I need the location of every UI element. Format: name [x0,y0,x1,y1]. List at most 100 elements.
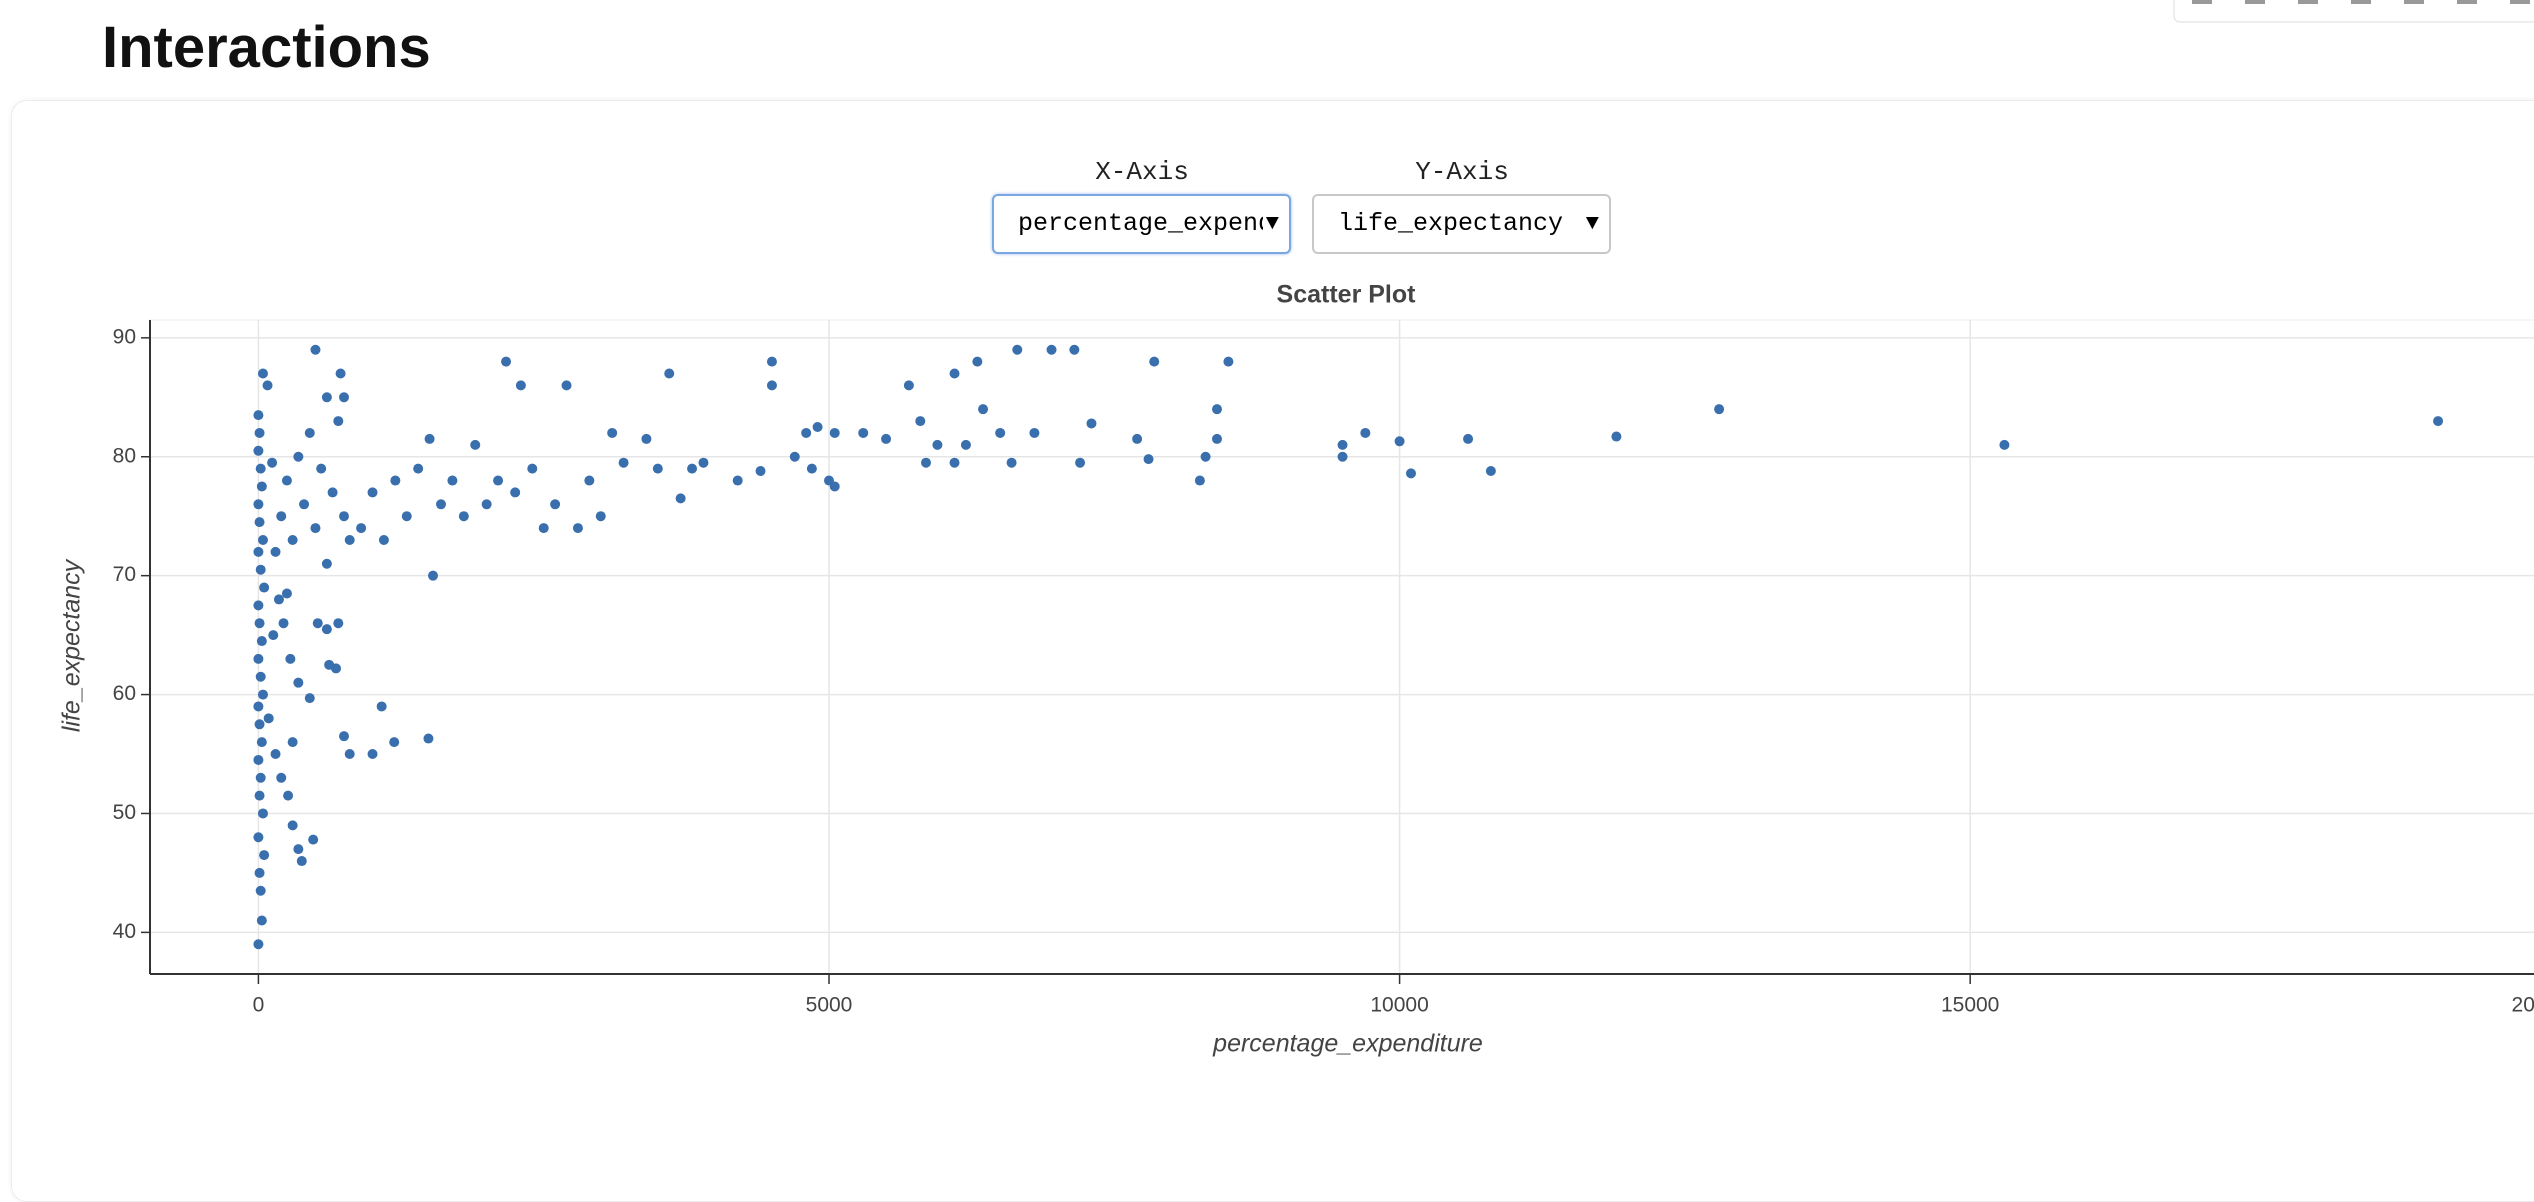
point [299,499,310,510]
point [273,594,284,605]
point [270,546,281,557]
point [1406,468,1416,479]
point [310,344,321,355]
point [401,511,412,522]
point [436,499,446,510]
point [293,677,304,688]
point [1212,404,1222,415]
point [333,618,344,629]
arrow: ▼ [1585,211,1599,236]
point [333,416,344,427]
point [641,433,652,444]
point [304,427,315,438]
point [253,445,264,456]
point [1337,439,1348,450]
x-tick-label: 0 [253,994,265,1017]
point [447,475,458,486]
point [915,416,926,427]
point [949,368,960,379]
point [255,671,266,682]
point [310,523,321,534]
x-axis-label: X-Axis [1095,157,1189,187]
point [1200,451,1211,462]
point [254,618,265,629]
x-axis-select[interactable]: percentage_expenditure▼ [992,194,1291,254]
point [276,772,287,783]
x-axis-title: percentage_expenditure [1212,1030,1483,1058]
point [732,475,743,486]
point [1069,344,1080,355]
point [1999,439,2010,450]
point [829,481,840,492]
point [789,451,800,462]
point [356,523,367,534]
point [257,368,268,379]
y-tick-label: 80 [113,444,136,467]
point [470,439,481,450]
point [1006,457,1017,468]
point [1132,433,1143,444]
point [389,737,400,748]
point [253,754,264,765]
point [253,653,264,664]
point [256,481,267,492]
point [254,867,265,878]
point [829,427,840,438]
point [287,737,298,748]
point [262,380,273,391]
point [339,511,349,522]
point [367,487,378,498]
point [652,463,663,474]
select-value: percentage_expenditure [1018,209,1263,238]
tool-icon[interactable] [2510,0,2530,4]
point [595,511,606,522]
point [858,427,869,438]
arrow: ▼ [1265,211,1279,236]
y-axis-label: Y-Axis [1415,157,1509,187]
point [698,457,709,468]
tool-icon[interactable] [2298,0,2318,4]
point [1075,457,1086,468]
point [257,689,268,700]
tool-icon[interactable] [2245,0,2265,4]
chart-title: Scatter Plot [1277,281,1417,309]
point [1212,433,1222,444]
point [281,588,292,599]
point [812,422,823,433]
tool-icon[interactable] [2351,0,2371,4]
point [607,427,618,438]
point [972,356,983,367]
point [257,534,268,545]
point [1194,475,1205,486]
point [281,475,292,486]
page: Interactions X-Axis Y-Axis percentage_ex… [11,0,2534,1202]
point [259,850,270,861]
point [253,939,264,950]
point [259,582,270,593]
point [903,380,914,391]
point [572,523,583,534]
point [378,534,389,545]
point [1012,344,1023,355]
point [921,457,931,468]
point [257,808,268,819]
point [801,427,812,438]
point [256,915,267,926]
tool-icon[interactable] [2192,0,2212,4]
point [253,832,264,843]
point [949,457,960,468]
point [304,693,315,704]
point [1046,344,1057,355]
x-tick-label: 5000 [806,994,853,1017]
point [1485,466,1496,477]
select-value: life_expectancy [1338,209,1564,238]
point [335,368,346,379]
y-axis-select[interactable]: life_expectancy ▼ [1312,194,1611,254]
point [321,392,332,403]
point [254,427,265,438]
tool-icon[interactable] [2457,0,2477,4]
point [515,380,526,391]
point [527,463,538,474]
point [766,380,777,391]
tool-icon[interactable] [2404,0,2424,4]
